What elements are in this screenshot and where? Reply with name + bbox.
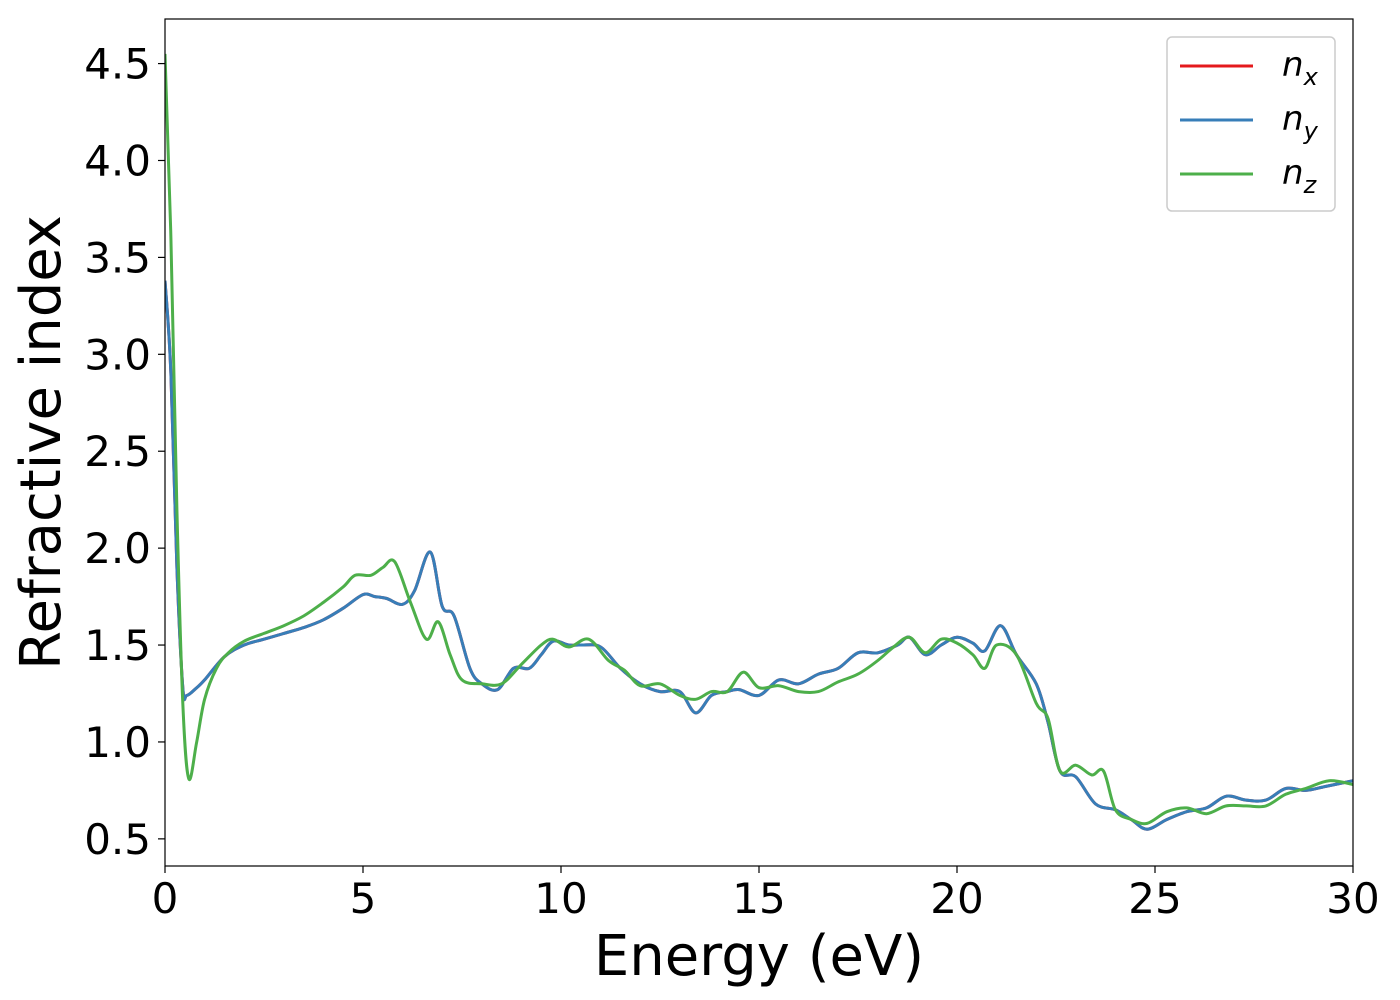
legend-label-subscript: z	[1303, 171, 1318, 199]
legend-label-base: n	[1282, 153, 1304, 193]
x-tick-label: 20	[930, 874, 983, 923]
legend-label-ny: ny	[1282, 99, 1319, 145]
legend-label-nz: nz	[1282, 153, 1318, 199]
x-tick-label: 15	[732, 874, 785, 923]
y-tick-label: 3.0	[84, 330, 151, 379]
x-tick-label: 5	[350, 874, 377, 923]
y-tick-label: 3.5	[84, 233, 151, 282]
x-tick-label: 30	[1326, 874, 1379, 923]
y-tick-label: 4.5	[84, 40, 151, 89]
y-axis-ticks: 0.5 1.0 1.5 2.0 2.5 3.0 3.5 4.0 4.5	[84, 40, 165, 864]
x-axis-label: Energy (eV)	[594, 924, 924, 989]
x-tick-label: 0	[152, 874, 179, 923]
series-line-nx	[165, 280, 1353, 831]
y-tick-label: 2.5	[84, 427, 151, 476]
legend-label-subscript: y	[1303, 117, 1319, 145]
series-layer	[165, 53, 1353, 831]
legend-box	[1166, 36, 1336, 212]
legend-label-subscript: x	[1303, 63, 1319, 91]
series-line-ny	[165, 280, 1353, 831]
legend-label-nx: nx	[1282, 45, 1319, 91]
y-axis-label: Refractive index	[9, 215, 74, 670]
x-axis-ticks: 0 5 10 15 20 25 30	[152, 866, 1380, 923]
y-tick-label: 4.0	[84, 136, 151, 185]
legend-label-base: n	[1282, 45, 1304, 85]
y-tick-label: 2.0	[84, 524, 151, 573]
x-tick-label: 25	[1128, 874, 1181, 923]
y-tick-label: 0.5	[84, 815, 151, 864]
legend-label-base: n	[1282, 99, 1304, 139]
series-line-nz	[165, 53, 1353, 826]
y-tick-label: 1.5	[84, 621, 151, 670]
y-tick-label: 1.0	[84, 718, 151, 767]
x-tick-label: 10	[534, 874, 587, 923]
